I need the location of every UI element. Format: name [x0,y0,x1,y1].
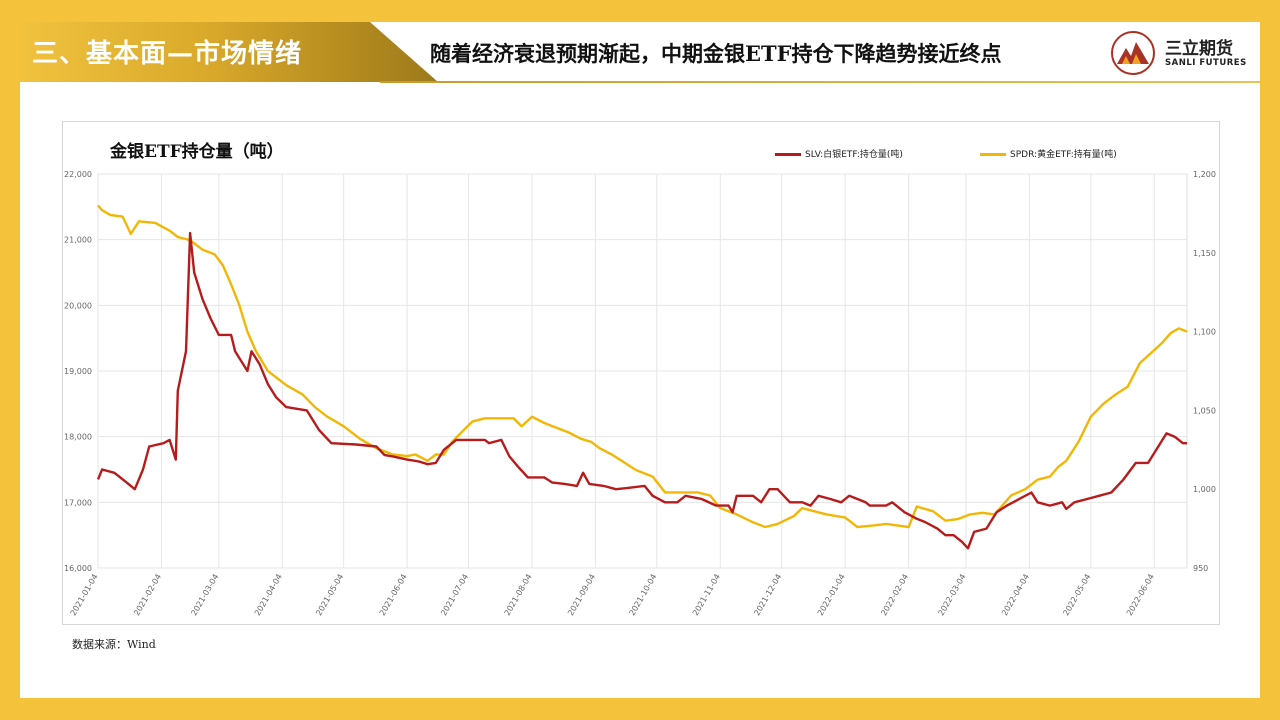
y-left-tick-label: 20,000 [64,301,92,310]
series-line-spdr [97,204,1188,529]
legend-item-slv: SLV:白银ETF:持仓量(吨) [775,147,903,161]
y-left-tick-label: 18,000 [64,433,92,442]
logo-name-en: SANLI FUTURES [1165,58,1247,68]
header-divider [380,81,1260,83]
logo-name-cn: 三立期货 [1165,39,1233,59]
y-right-tick-label: 950 [1193,564,1208,573]
x-tick-label: 2021-01-04 [69,573,100,618]
x-tick-label: 2021-05-04 [314,573,345,618]
x-tick-label: 2021-08-04 [503,573,534,618]
mountain-logo-icon [1111,31,1155,75]
series-line-slv [96,231,1187,550]
y-right-tick-label: 1,200 [1193,170,1216,179]
slide-headline: 随着经济衰退预期渐起，中期金银ETF持仓下降趋势接近终点 [430,41,1002,66]
legend-swatch-slv [775,153,801,156]
x-tick-label: 2021-10-04 [628,573,659,618]
x-tick-label: 2022-04-04 [1000,573,1031,618]
x-tick-label: 2021-12-04 [752,573,783,618]
x-tick-label: 2021-03-04 [189,573,220,618]
y-left-tick-label: 22,000 [64,170,92,179]
x-tick-label: 2021-02-04 [132,573,163,618]
chart-title: 金银ETF持仓量（吨） [110,142,284,162]
y-left-tick-label: 17,000 [64,498,92,507]
y-right-tick-label: 1,050 [1193,406,1216,415]
x-tick-label: 2021-11-04 [691,573,722,618]
company-logo: 三立期货 SANLI FUTURES [1110,30,1260,78]
x-tick-label: 2022-05-04 [1061,573,1092,618]
x-tick-label: 2021-09-04 [566,573,597,618]
data-source-note: 数据来源：Wind [72,638,156,651]
legend-label-spdr: SPDR:黄金ETF:持有量(吨) [1010,150,1117,160]
x-tick-label: 2022-01-04 [816,573,847,618]
y-right-tick-label: 1,000 [1193,485,1216,494]
x-tick-label: 2022-02-04 [879,573,910,618]
x-tick-label: 2021-07-04 [439,573,470,618]
y-left-tick-label: 16,000 [64,564,92,573]
x-tick-label: 2021-06-04 [378,573,409,618]
x-tick-label: 2022-03-04 [937,573,968,618]
y-right-tick-label: 1,100 [1193,328,1216,337]
y-left-tick-label: 19,000 [64,367,92,376]
legend-item-spdr: SPDR:黄金ETF:持有量(吨) [980,147,1117,161]
x-tick-label: 2021-04-04 [253,573,284,618]
x-tick-label: 2022-06-04 [1125,573,1156,618]
legend-label-slv: SLV:白银ETF:持仓量(吨) [805,150,903,160]
legend-swatch-spdr [980,153,1006,156]
y-left-tick-label: 21,000 [64,236,92,245]
section-title: 三、基本面—市场情绪 [32,39,303,69]
y-right-tick-label: 1,150 [1193,249,1216,258]
section-tab: 三、基本面—市场情绪 [20,22,438,82]
